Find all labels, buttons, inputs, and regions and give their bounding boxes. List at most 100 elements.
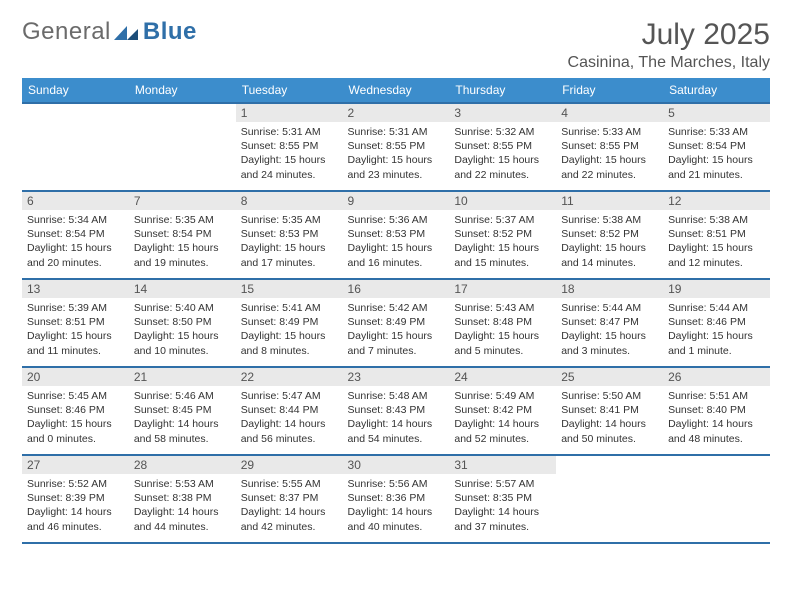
day-sunrise-line: Sunrise: 5:52 AM [27, 477, 124, 491]
day-sunset-line: Sunset: 8:51 PM [668, 227, 765, 241]
calendar-day-cell: 27Sunrise: 5:52 AMSunset: 8:39 PMDayligh… [22, 455, 129, 543]
day-day1-line: Daylight: 15 hours [27, 417, 124, 431]
day-sunrise-line: Sunrise: 5:49 AM [454, 389, 551, 403]
day-sunrise-line: Sunrise: 5:57 AM [454, 477, 551, 491]
day-day2-line: and 1 minute. [668, 344, 765, 358]
day-day2-line: and 16 minutes. [348, 256, 445, 270]
calendar-day-cell: 20Sunrise: 5:45 AMSunset: 8:46 PMDayligh… [22, 367, 129, 455]
day-day1-line: Daylight: 15 hours [241, 241, 338, 255]
day-sunrise-line: Sunrise: 5:42 AM [348, 301, 445, 315]
day-sunset-line: Sunset: 8:54 PM [27, 227, 124, 241]
day-body: Sunrise: 5:43 AMSunset: 8:48 PMDaylight:… [449, 298, 556, 363]
day-sunrise-line: Sunrise: 5:32 AM [454, 125, 551, 139]
day-sunrise-line: Sunrise: 5:56 AM [348, 477, 445, 491]
day-sunrise-line: Sunrise: 5:35 AM [134, 213, 231, 227]
day-day1-line: Daylight: 15 hours [668, 153, 765, 167]
day-day2-line: and 52 minutes. [454, 432, 551, 446]
day-sunset-line: Sunset: 8:35 PM [454, 491, 551, 505]
day-body: Sunrise: 5:53 AMSunset: 8:38 PMDaylight:… [129, 474, 236, 539]
day-body: Sunrise: 5:36 AMSunset: 8:53 PMDaylight:… [343, 210, 450, 275]
weekday-header: Tuesday [236, 78, 343, 103]
day-sunset-line: Sunset: 8:37 PM [241, 491, 338, 505]
day-day2-line: and 12 minutes. [668, 256, 765, 270]
calendar-day-cell: 17Sunrise: 5:43 AMSunset: 8:48 PMDayligh… [449, 279, 556, 367]
calendar-day-cell: 12Sunrise: 5:38 AMSunset: 8:51 PMDayligh… [663, 191, 770, 279]
day-number: 1 [236, 104, 343, 122]
day-day1-line: Daylight: 14 hours [561, 417, 658, 431]
day-sunset-line: Sunset: 8:53 PM [241, 227, 338, 241]
month-title: July 2025 [568, 18, 770, 52]
day-sunset-line: Sunset: 8:53 PM [348, 227, 445, 241]
day-number: 31 [449, 456, 556, 474]
day-body: Sunrise: 5:32 AMSunset: 8:55 PMDaylight:… [449, 122, 556, 187]
calendar-day-cell: 5Sunrise: 5:33 AMSunset: 8:54 PMDaylight… [663, 103, 770, 191]
day-day2-line: and 42 minutes. [241, 520, 338, 534]
day-sunrise-line: Sunrise: 5:44 AM [561, 301, 658, 315]
day-number: 7 [129, 192, 236, 210]
day-number: 16 [343, 280, 450, 298]
day-day1-line: Daylight: 15 hours [348, 153, 445, 167]
day-day1-line: Daylight: 15 hours [454, 329, 551, 343]
day-sunrise-line: Sunrise: 5:47 AM [241, 389, 338, 403]
day-day2-line: and 15 minutes. [454, 256, 551, 270]
day-body: Sunrise: 5:57 AMSunset: 8:35 PMDaylight:… [449, 474, 556, 539]
day-sunrise-line: Sunrise: 5:45 AM [27, 389, 124, 403]
day-body: Sunrise: 5:52 AMSunset: 8:39 PMDaylight:… [22, 474, 129, 539]
day-sunset-line: Sunset: 8:50 PM [134, 315, 231, 329]
day-sunrise-line: Sunrise: 5:40 AM [134, 301, 231, 315]
day-number: 12 [663, 192, 770, 210]
calendar-day-cell: 15Sunrise: 5:41 AMSunset: 8:49 PMDayligh… [236, 279, 343, 367]
weekday-header: Saturday [663, 78, 770, 103]
day-day2-line: and 50 minutes. [561, 432, 658, 446]
day-day1-line: Daylight: 15 hours [668, 241, 765, 255]
brand-name-b: Blue [143, 18, 197, 46]
day-sunrise-line: Sunrise: 5:50 AM [561, 389, 658, 403]
day-sunrise-line: Sunrise: 5:35 AM [241, 213, 338, 227]
calendar-day-cell: 1Sunrise: 5:31 AMSunset: 8:55 PMDaylight… [236, 103, 343, 191]
day-sunrise-line: Sunrise: 5:46 AM [134, 389, 231, 403]
day-day2-line: and 23 minutes. [348, 168, 445, 182]
day-sunrise-line: Sunrise: 5:31 AM [241, 125, 338, 139]
day-number: 26 [663, 368, 770, 386]
day-sunset-line: Sunset: 8:51 PM [27, 315, 124, 329]
header-row: General Blue July 2025 Casinina, The Mar… [22, 18, 770, 72]
calendar-day-cell: 2Sunrise: 5:31 AMSunset: 8:55 PMDaylight… [343, 103, 450, 191]
calendar-day-cell: 10Sunrise: 5:37 AMSunset: 8:52 PMDayligh… [449, 191, 556, 279]
day-number: 4 [556, 104, 663, 122]
day-number: 6 [22, 192, 129, 210]
calendar-day-cell: 16Sunrise: 5:42 AMSunset: 8:49 PMDayligh… [343, 279, 450, 367]
day-sunset-line: Sunset: 8:42 PM [454, 403, 551, 417]
day-sunset-line: Sunset: 8:36 PM [348, 491, 445, 505]
calendar-week-row: 1Sunrise: 5:31 AMSunset: 8:55 PMDaylight… [22, 103, 770, 191]
day-sunrise-line: Sunrise: 5:55 AM [241, 477, 338, 491]
day-sunset-line: Sunset: 8:46 PM [27, 403, 124, 417]
calendar-week-row: 27Sunrise: 5:52 AMSunset: 8:39 PMDayligh… [22, 455, 770, 543]
day-sunrise-line: Sunrise: 5:48 AM [348, 389, 445, 403]
day-sunset-line: Sunset: 8:55 PM [561, 139, 658, 153]
day-sunset-line: Sunset: 8:49 PM [241, 315, 338, 329]
calendar-day-cell [129, 103, 236, 191]
calendar-day-cell: 24Sunrise: 5:49 AMSunset: 8:42 PMDayligh… [449, 367, 556, 455]
day-day2-line: and 54 minutes. [348, 432, 445, 446]
day-body: Sunrise: 5:31 AMSunset: 8:55 PMDaylight:… [343, 122, 450, 187]
calendar-day-cell: 30Sunrise: 5:56 AMSunset: 8:36 PMDayligh… [343, 455, 450, 543]
day-day2-line: and 5 minutes. [454, 344, 551, 358]
day-day2-line: and 24 minutes. [241, 168, 338, 182]
day-day1-line: Daylight: 15 hours [561, 153, 658, 167]
day-day2-line: and 11 minutes. [27, 344, 124, 358]
day-day1-line: Daylight: 14 hours [348, 417, 445, 431]
calendar-day-cell [663, 455, 770, 543]
day-day2-line: and 22 minutes. [454, 168, 551, 182]
day-day1-line: Daylight: 15 hours [668, 329, 765, 343]
calendar-day-cell: 28Sunrise: 5:53 AMSunset: 8:38 PMDayligh… [129, 455, 236, 543]
day-day2-line: and 17 minutes. [241, 256, 338, 270]
day-body: Sunrise: 5:39 AMSunset: 8:51 PMDaylight:… [22, 298, 129, 363]
calendar-day-cell: 26Sunrise: 5:51 AMSunset: 8:40 PMDayligh… [663, 367, 770, 455]
day-number: 8 [236, 192, 343, 210]
day-day2-line: and 0 minutes. [27, 432, 124, 446]
day-body: Sunrise: 5:38 AMSunset: 8:51 PMDaylight:… [663, 210, 770, 275]
calendar-day-cell: 19Sunrise: 5:44 AMSunset: 8:46 PMDayligh… [663, 279, 770, 367]
day-body: Sunrise: 5:50 AMSunset: 8:41 PMDaylight:… [556, 386, 663, 451]
day-day1-line: Daylight: 15 hours [454, 241, 551, 255]
day-day1-line: Daylight: 15 hours [134, 329, 231, 343]
